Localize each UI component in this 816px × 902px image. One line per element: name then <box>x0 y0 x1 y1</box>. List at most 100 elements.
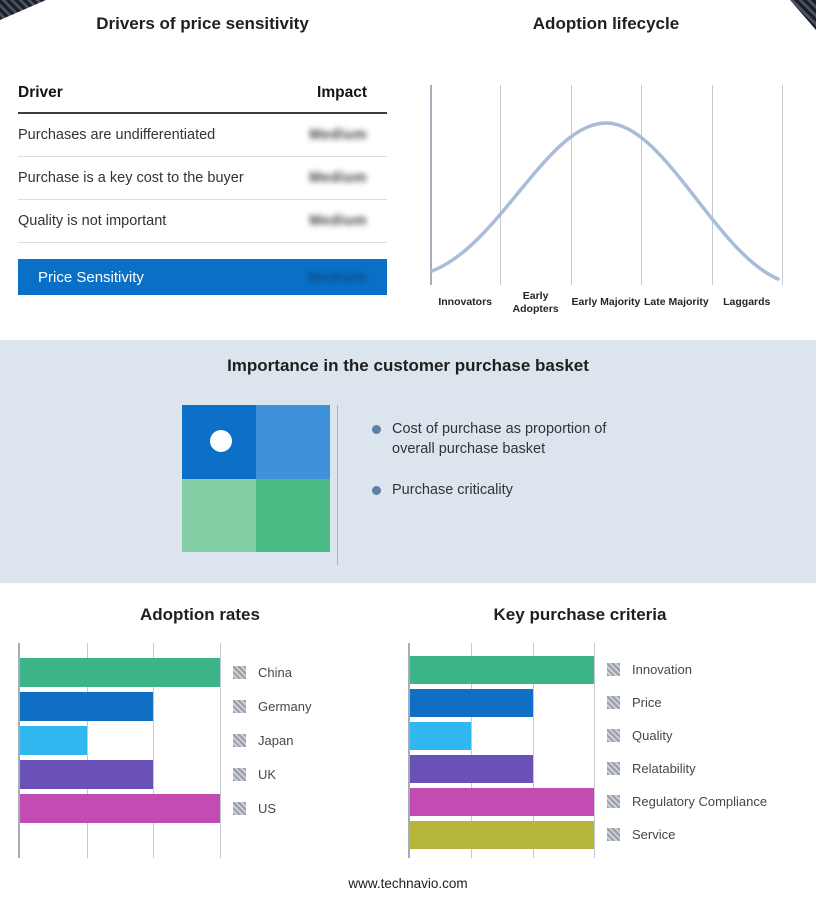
stage-label-innovators: Innovators <box>438 296 493 309</box>
legend-swatch-icon <box>607 828 620 841</box>
lifecycle-gridline <box>782 85 783 285</box>
legend-label: Quality <box>632 728 673 743</box>
key-purchase-criteria-title: Key purchase criteria <box>493 605 667 624</box>
bar-uk <box>20 759 154 789</box>
key-purchase-criteria-legend: Innovation Price Quality Relatability Regula… <box>607 643 767 858</box>
bottom-charts-section: Adoption rates China Germany Japan UK US Key… <box>0 583 816 858</box>
stage-label-late-majority: Late Majority <box>643 296 709 309</box>
gridline <box>471 643 473 858</box>
table-row: Purchases are undifferentiated Medium <box>18 114 387 157</box>
legend-item: Japan <box>233 723 311 757</box>
lifecycle-gridline <box>500 85 502 285</box>
lifecycle-panel: Adoption lifecycle Innovators Early Adop… <box>430 14 783 318</box>
basket-title: Importance in the customer purchase bask… <box>227 356 589 375</box>
lifecycle-chart <box>430 85 783 285</box>
adoption-rates-chart: China Germany Japan UK US <box>18 643 400 858</box>
legend-swatch-icon <box>233 665 246 679</box>
adoption-rates-legend: China Germany Japan UK US <box>233 643 311 858</box>
legend-swatch-icon <box>607 762 620 775</box>
position-marker-dot <box>210 430 232 452</box>
quadrant-cell-1 <box>256 405 330 479</box>
bar-row <box>20 723 220 757</box>
price-sensitivity-label: Price Sensitivity <box>38 268 144 286</box>
legend-item: Price <box>607 686 767 719</box>
bullet-text: Cost of purchase as proportion of overal… <box>392 421 607 457</box>
bar-row <box>20 689 220 723</box>
legend-swatch-icon <box>607 696 620 709</box>
legend-item: Quality <box>607 719 767 752</box>
adoption-rates-panel: Adoption rates China Germany Japan UK US <box>0 583 400 858</box>
stage-label-early-majority: Early Majority <box>571 296 641 309</box>
legend-label: Price <box>632 695 662 710</box>
table-row: Purchase is a key cost to the buyer Medi… <box>18 157 387 200</box>
legend-swatch-icon <box>233 767 246 781</box>
legend-swatch-icon <box>607 795 620 808</box>
bar-row <box>410 752 594 785</box>
list-item: Purchase criticality <box>372 481 662 501</box>
table-row: Quality is not important Medium <box>18 200 387 243</box>
impact-value-redacted: Medium <box>309 127 367 143</box>
website-url: www.technavio.com <box>348 876 468 891</box>
bar-china <box>20 657 220 687</box>
bar-innovation <box>410 655 594 684</box>
legend-item: Germany <box>233 689 311 723</box>
legend-label: US <box>258 800 277 816</box>
bar-quality <box>410 721 472 750</box>
adoption-rates-title: Adoption rates <box>140 605 260 624</box>
driver-label: Quality is not important <box>18 213 167 229</box>
bar-row <box>20 655 220 689</box>
bullet-icon <box>372 486 381 496</box>
bars-area <box>20 643 220 825</box>
price-sensitivity-highlight-bar: Price Sensitivity Medium <box>18 259 387 295</box>
key-purchase-criteria-chart: Innovation Price Quality Relatability Regula… <box>408 643 816 858</box>
legend-swatch-icon <box>233 733 246 747</box>
bar-row <box>410 653 594 686</box>
driver-column-header: Driver <box>18 84 63 101</box>
driver-label: Purchase is a key cost to the buyer <box>18 170 244 186</box>
gridline <box>594 643 595 858</box>
bar-row <box>410 818 594 851</box>
bar-row <box>20 791 220 825</box>
lifecycle-panel-title: Adoption lifecycle <box>532 14 680 33</box>
bar-price <box>410 688 533 717</box>
bullet-text: Purchase criticality <box>392 482 513 499</box>
legend-label: Regulatory Compliance <box>632 794 768 809</box>
bars-area <box>410 643 594 851</box>
basket-bullet-list: Cost of purchase as proportion of overal… <box>372 420 662 523</box>
stage-label-early-adopters: Early Adopters <box>512 289 559 315</box>
legend-label: UK <box>258 766 277 782</box>
legend-swatch-icon <box>607 729 620 742</box>
quadrant-axis-line <box>337 405 338 565</box>
legend-item: Service <box>607 818 767 851</box>
legend-swatch-icon <box>607 663 620 676</box>
impact-value-redacted: Medium <box>309 213 367 229</box>
legend-label: Service <box>632 827 676 842</box>
lifecycle-stages: Innovators Early Adopters Early Majority… <box>430 288 782 318</box>
drivers-panel-title: Drivers of price sensitivity <box>96 14 309 33</box>
legend-label: China <box>258 664 292 680</box>
drivers-table-header: Driver Impact <box>18 84 387 114</box>
purchase-basket-band: Importance in the customer purchase bask… <box>0 340 816 583</box>
drivers-panel: Drivers of price sensitivity Driver Impa… <box>18 14 387 295</box>
legend-item: US <box>233 791 311 825</box>
lifecycle-gridline <box>711 85 713 285</box>
gridline <box>532 643 534 858</box>
bar-japan <box>20 725 87 755</box>
legend-swatch-icon <box>233 801 246 815</box>
legend-item: China <box>233 655 311 689</box>
list-item: Cost of purchase as proportion of overal… <box>372 420 662 459</box>
bell-curve <box>430 121 780 281</box>
bar-row <box>410 686 594 719</box>
bar-row <box>20 757 220 791</box>
impact-value-redacted: Medium <box>309 170 367 186</box>
drivers-table: Driver Impact Purchases are undifferenti… <box>18 84 387 295</box>
impact-column-header: Impact <box>317 84 367 101</box>
legend-item: UK <box>233 757 311 791</box>
driver-label: Purchases are undifferentiated <box>18 127 216 143</box>
gridline <box>153 643 155 858</box>
bar-us <box>20 793 220 823</box>
lifecycle-gridline <box>641 85 643 285</box>
legend-item: Innovation <box>607 653 767 686</box>
bar-row <box>410 719 594 752</box>
quadrant-cell-2 <box>182 478 256 552</box>
